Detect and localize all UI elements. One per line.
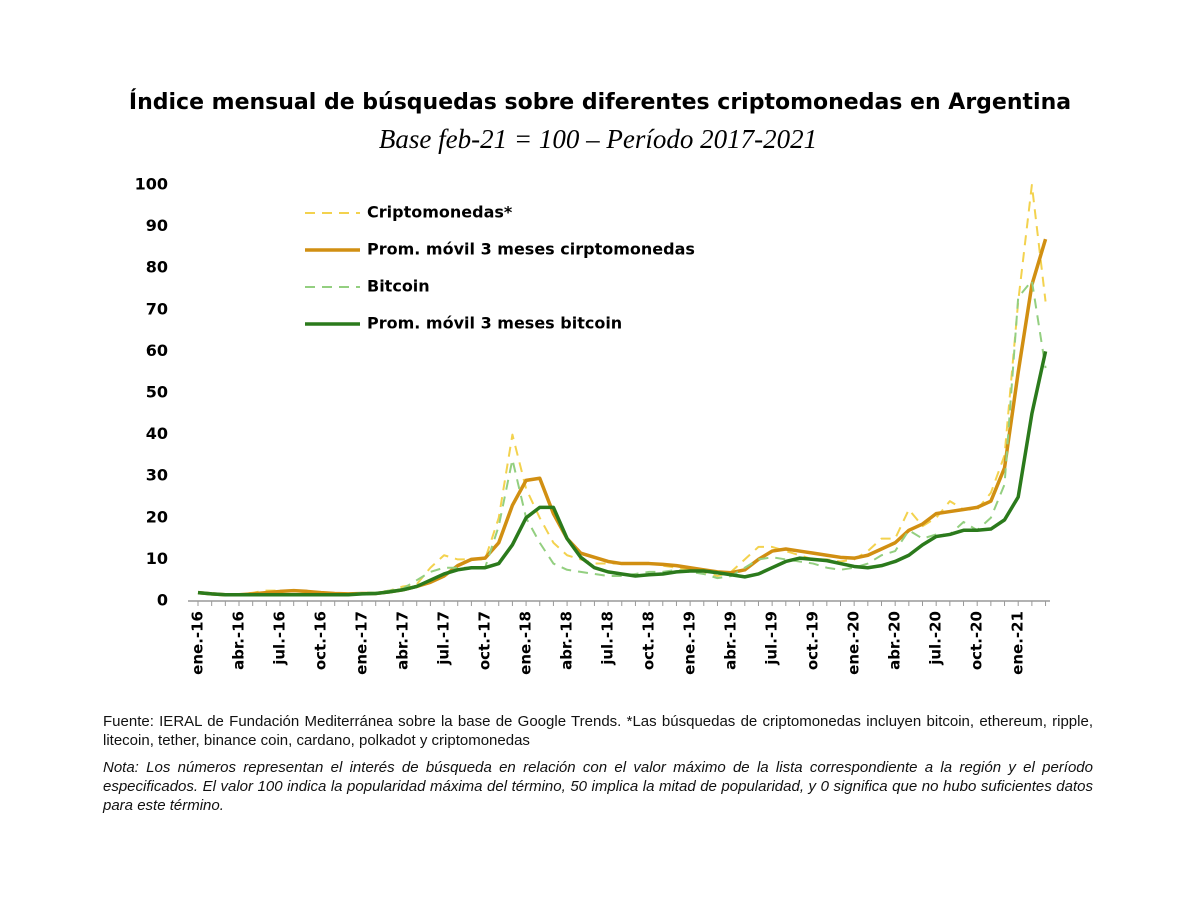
chart-title: Índice mensual de búsquedas sobre difere… xyxy=(129,89,1071,115)
y-tick-label: 20 xyxy=(146,507,168,526)
y-tick-label: 80 xyxy=(146,258,168,277)
y-tick-label: 30 xyxy=(146,466,168,485)
x-tick-label: abr.-16 xyxy=(230,611,248,670)
x-tick-label: abr.-18 xyxy=(558,611,576,670)
x-tick-label: ene.-17 xyxy=(353,611,371,675)
y-tick-label: 70 xyxy=(146,299,168,318)
legend-label: Prom. móvil 3 meses cirptomonedas xyxy=(367,240,695,259)
y-tick-label: 100 xyxy=(135,175,168,194)
y-tick-label: 10 xyxy=(146,549,168,568)
legend-label: Prom. móvil 3 meses bitcoin xyxy=(367,314,622,333)
y-tick-label: 60 xyxy=(146,341,168,360)
line xyxy=(197,238,1048,597)
x-tick-label: ene.-18 xyxy=(517,611,535,675)
x-tick-label: ene.-21 xyxy=(1009,611,1027,675)
x-tick-label: ene.-20 xyxy=(845,611,863,675)
chart-subtitle: Base feb-21 = 100 – Período 2017-2021 xyxy=(379,124,817,154)
y-tick-label: 0 xyxy=(157,591,168,610)
x-tick-label: ene.-16 xyxy=(189,611,207,675)
chart: Índice mensual de búsquedas sobre difere… xyxy=(129,89,1071,675)
x-tick-label: oct.-20 xyxy=(968,611,986,670)
x-tick-label: jul.-18 xyxy=(599,611,617,666)
line xyxy=(197,351,1048,597)
x-tick-label: abr.-20 xyxy=(886,611,904,670)
y-tick-label: 90 xyxy=(146,216,168,235)
x-tick-label: oct.-18 xyxy=(640,611,658,670)
x-tick-label: jul.-17 xyxy=(435,611,453,666)
nota: Nota: Los números representan el interés… xyxy=(103,759,1093,814)
x-tick-label: abr.-17 xyxy=(394,611,412,670)
x-tick-label: oct.-19 xyxy=(804,611,822,670)
y-tick-label: 40 xyxy=(146,424,168,443)
y-tick-label: 50 xyxy=(146,383,168,402)
x-tick-label: jul.-19 xyxy=(763,611,781,666)
source-note: Fuente: IERAL de Fundación Mediterránea … xyxy=(103,713,1093,749)
legend-label: Criptomonedas* xyxy=(367,203,513,222)
x-tick-label: ene.-19 xyxy=(681,611,699,675)
x-tick-label: oct.-17 xyxy=(476,611,494,670)
legend-label: Bitcoin xyxy=(367,277,430,296)
x-tick-label: abr.-19 xyxy=(722,611,740,670)
x-tick-label: jul.-20 xyxy=(927,611,945,666)
x-tick-label: oct.-16 xyxy=(312,611,330,670)
x-tick-label: jul.-16 xyxy=(271,611,289,666)
